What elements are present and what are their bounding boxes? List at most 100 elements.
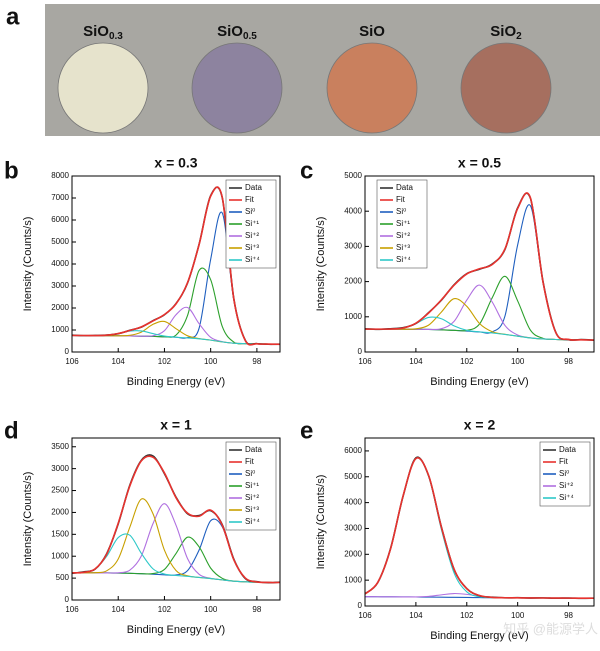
x-tick-label: 104 [112, 605, 126, 614]
y-tick-label: 1000 [344, 575, 362, 584]
y-tick-label: 3500 [51, 442, 69, 451]
series-line [364, 192, 595, 341]
x-tick-label: 98 [252, 357, 261, 366]
y-tick-label: 2000 [344, 549, 362, 558]
y-tick-label: 2000 [344, 277, 362, 286]
y-tick-label: 0 [358, 347, 363, 356]
sample-subscript: 0.3 [109, 31, 123, 42]
series-line [71, 186, 281, 346]
plot-frame [364, 175, 595, 353]
legend-label: Si⁰ [559, 469, 569, 478]
sample-label: SiO2 [490, 23, 522, 42]
legend-label: Data [245, 445, 262, 454]
chart-title: x = 1 [160, 417, 192, 433]
y-tick-label: 7000 [51, 193, 69, 202]
sample-formula: SiO [490, 23, 516, 40]
x-axis-label: Binding Energy (eV) [430, 376, 528, 388]
sample-label: SiO0.3 [83, 23, 123, 42]
legend-label: Si⁺² [559, 481, 573, 490]
y-tick-label: 1000 [344, 312, 362, 321]
sample-disc [191, 42, 283, 134]
y-axis-label: Intensity (Counts/s) [315, 217, 327, 312]
legend-label: Si⁺³ [245, 243, 259, 252]
chart-title: x = 2 [464, 417, 496, 433]
y-tick-label: 500 [56, 573, 70, 582]
series-line [71, 533, 281, 584]
x-axis-label: Binding Energy (eV) [127, 376, 225, 388]
y-axis-label: Intensity (Counts/s) [22, 472, 34, 567]
x-tick-label: 106 [358, 611, 372, 620]
y-tick-label: 4000 [344, 498, 362, 507]
x-tick-label: 98 [564, 357, 573, 366]
y-tick-label: 4000 [344, 206, 362, 215]
x-tick-label: 102 [158, 605, 172, 614]
y-tick-label: 5000 [344, 472, 362, 481]
legend-label: Si⁺³ [396, 243, 410, 252]
series-line [71, 455, 281, 584]
y-tick-label: 2500 [51, 486, 69, 495]
x-tick-label: 106 [358, 357, 372, 366]
legend-label: Fit [559, 457, 569, 466]
y-tick-label: 0 [65, 595, 70, 604]
plot-frame [364, 437, 595, 607]
series-line [71, 267, 281, 345]
y-tick-label: 0 [358, 601, 363, 610]
x-tick-label: 100 [204, 357, 218, 366]
legend-label: Data [396, 183, 413, 192]
y-tick-label: 3000 [344, 242, 362, 251]
legend-label: Data [559, 445, 576, 454]
y-axis-label: Intensity (Counts/s) [315, 475, 327, 570]
legend-label: Si⁰ [245, 469, 255, 478]
x-tick-label: 106 [65, 357, 79, 366]
x-tick-label: 100 [511, 357, 525, 366]
series-line [365, 275, 595, 341]
x-tick-label: 104 [409, 357, 423, 366]
x-tick-label: 104 [112, 357, 126, 366]
y-tick-label: 2000 [51, 508, 69, 517]
sample-formula: SiO [359, 23, 385, 40]
series-line [364, 457, 595, 600]
sample-disc [460, 42, 552, 134]
y-tick-label: 3000 [51, 464, 69, 473]
x-tick-label: 106 [65, 605, 79, 614]
legend-label: Si⁺⁴ [559, 493, 574, 502]
legend-label: Si⁰ [245, 207, 255, 216]
sample-disc [326, 42, 418, 134]
x-tick-label: 102 [158, 357, 172, 366]
y-tick-label: 1000 [51, 551, 69, 560]
series-line [365, 298, 595, 341]
sample-label: SiO [359, 23, 385, 40]
legend-label: Si⁺⁴ [396, 255, 411, 264]
x-tick-label: 98 [252, 605, 261, 614]
x-tick-label: 104 [409, 611, 423, 620]
series-line [71, 330, 281, 345]
series-line [71, 306, 281, 345]
watermark: 知乎 @能源学人 [503, 621, 598, 636]
legend-label: Fit [245, 457, 255, 466]
y-tick-label: 0 [65, 347, 70, 356]
legend-label: Si⁺² [245, 493, 259, 502]
sample-subscript: 0.5 [243, 31, 257, 42]
panel-label: b [4, 157, 19, 184]
legend-box [225, 179, 277, 269]
series-line [71, 320, 281, 345]
x-axis-label: Binding Energy (eV) [430, 630, 528, 642]
sample-formula: SiO [83, 23, 109, 40]
plot-frame [71, 175, 281, 353]
legend-label: Si⁺² [396, 231, 410, 240]
legend-label: Si⁰ [396, 207, 406, 216]
legend-label: Si⁺³ [245, 505, 259, 514]
y-tick-label: 4000 [51, 259, 69, 268]
legend-label: Si⁺¹ [245, 219, 259, 228]
panel-label: d [4, 417, 19, 444]
x-tick-label: 100 [204, 605, 218, 614]
legend-label: Si⁺⁴ [245, 255, 260, 264]
sample-disc [57, 42, 149, 134]
x-tick-label: 102 [460, 611, 474, 620]
panel-label: c [300, 157, 313, 184]
y-tick-label: 5000 [51, 237, 69, 246]
sample-label: SiO0.5 [217, 23, 257, 42]
y-axis-label: Intensity (Counts/s) [22, 217, 34, 312]
legend-label: Si⁺² [245, 231, 259, 240]
